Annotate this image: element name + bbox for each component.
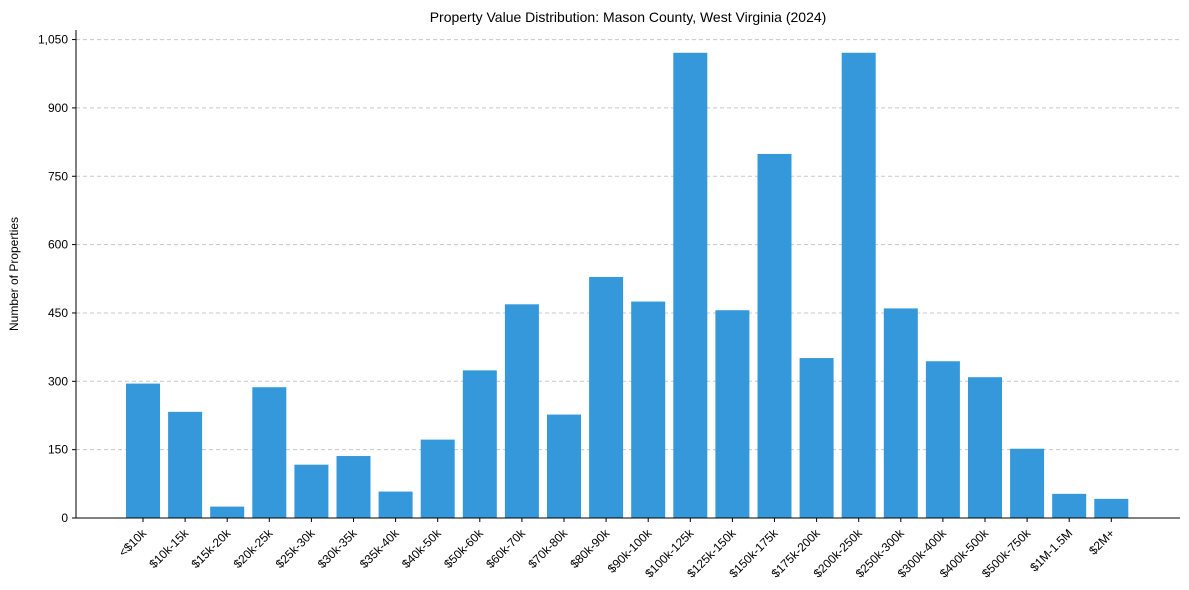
bar [883,308,918,518]
x-tick-label: $2M+ [1086,526,1117,557]
x-tick-label: $25k-30k [273,526,319,572]
y-tick-label: 450 [48,306,68,320]
x-tick-label: $50k-60k [441,526,487,572]
bar [378,491,413,518]
y-tick-label: 600 [48,238,68,252]
bar [799,358,834,518]
y-tick-label: 750 [48,169,68,183]
x-tick-label: $30k-35k [315,526,361,572]
x-tick-label: $35k-40k [357,526,403,572]
x-tick-label: $15k-20k [189,526,235,572]
bar [925,361,960,518]
x-tick-label: $20k-25k [231,526,277,572]
bar [210,506,245,518]
bar [504,304,539,518]
y-tick-label: 150 [48,443,68,457]
bar [1010,448,1045,518]
x-tick-label: $10k-15k [146,526,192,572]
x-tick-label: $70k-80k [525,526,571,572]
bar [589,276,624,518]
bar [673,52,708,519]
x-tick-label: <$10k [116,526,150,560]
bar [126,383,160,518]
bar [968,377,1002,518]
bar [336,456,371,518]
x-tick-label: $1M-1.5M [1027,526,1075,574]
bar [420,439,455,518]
bar [1052,493,1087,518]
bar [1094,498,1129,518]
bar [462,370,497,518]
bar [631,301,666,518]
x-axis-ticks: <$10k$10k-15k$15k-20k$20k-25k$25k-30k$30… [116,518,1117,580]
x-tick-label: $60k-70k [483,526,529,572]
y-tick-label: 300 [48,374,68,388]
bars [126,52,1129,519]
y-axis-ticks: 0 150 300 450 600 750 900 1,050 [38,33,76,525]
y-tick-label: 900 [48,101,68,115]
chart-title: Property Value Distribution: Mason Count… [430,9,827,25]
bar [841,52,876,519]
bar [294,464,329,518]
bar [547,414,581,518]
gridlines [76,39,1180,451]
y-tick-label: 1,050 [38,33,68,47]
y-axis-label: Number of Properties [7,217,21,331]
y-tick-label: 0 [61,511,68,525]
bar [252,387,287,518]
bar [757,153,792,518]
bar [715,310,750,518]
bar [168,411,203,518]
x-tick-label: $40k-50k [399,526,445,572]
